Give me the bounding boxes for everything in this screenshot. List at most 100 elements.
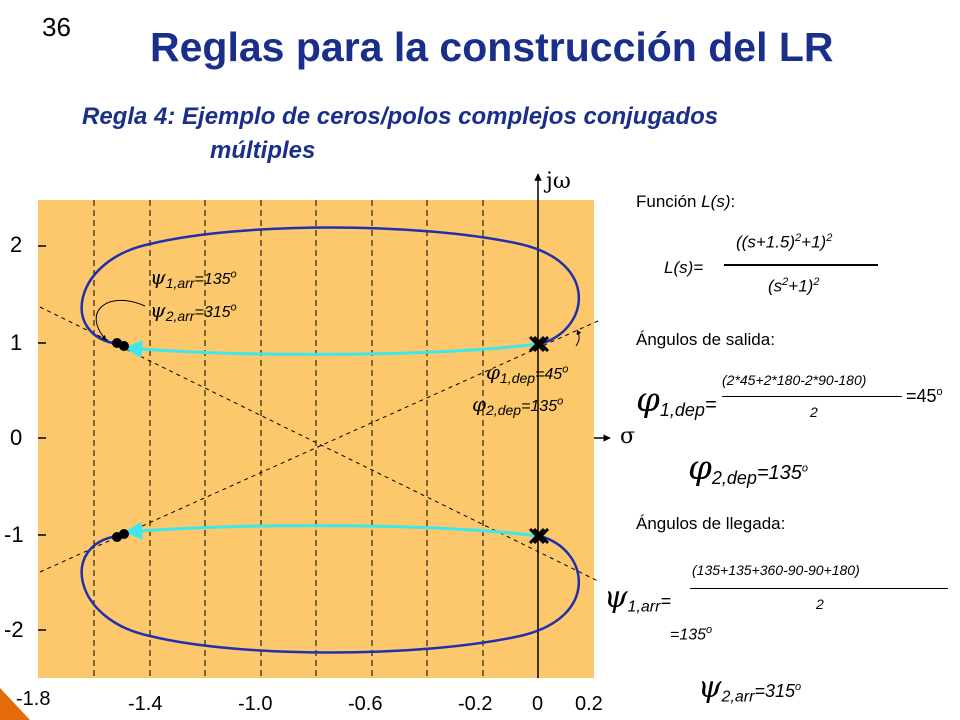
phi2-value: =135 bbox=[521, 398, 558, 415]
funcion-italic: L(s) bbox=[701, 192, 731, 211]
ls-fraction-line bbox=[724, 264, 878, 266]
funcion-colon: : bbox=[730, 192, 736, 211]
psi2-annotation: ψ2,arr=315o bbox=[150, 298, 237, 324]
y-tick-marks bbox=[38, 245, 46, 631]
sigma-axis-label: σ bbox=[620, 424, 636, 449]
psi2-subscript: 2,arr bbox=[165, 308, 195, 325]
x-tick-label: -1.4 bbox=[128, 693, 163, 715]
pole-markers-lower bbox=[528, 527, 550, 545]
psi1-annotation: ψ1,arr=135o bbox=[150, 265, 237, 291]
jw-text: jω bbox=[546, 169, 571, 194]
phi1-annotation: φ1,dep=45o bbox=[486, 360, 568, 386]
psi1-result-value: =135 bbox=[670, 626, 707, 644]
ls-numerator: ((s+1.5)2+1)2 bbox=[736, 232, 832, 253]
psi-symbol: ψ bbox=[150, 265, 166, 289]
locus-branch-upper bbox=[80, 226, 581, 346]
phi1-fraction-line bbox=[722, 396, 902, 397]
phi1-equals: = bbox=[704, 394, 717, 416]
degree-mark: o bbox=[562, 363, 569, 376]
psi1-denominator: 2 bbox=[816, 596, 824, 612]
degree-mark: o bbox=[801, 462, 809, 475]
zero-markers-lower bbox=[112, 529, 129, 542]
phi1-result-value: =45 bbox=[906, 386, 937, 406]
psi1-fraction-line bbox=[690, 588, 948, 589]
y-tick-label: 0 bbox=[10, 425, 23, 450]
angle-guide-lines bbox=[39, 306, 601, 583]
slide-title: Reglas para la construcción del LR bbox=[150, 24, 834, 70]
ls-den-base: (s bbox=[768, 276, 783, 296]
funcion-text: Función bbox=[636, 192, 702, 211]
y-tick-label: 2 bbox=[10, 232, 23, 257]
psi1-equals: = bbox=[660, 591, 671, 611]
psi2-subscript: 2,arr bbox=[721, 688, 755, 706]
arrival-angle-arc bbox=[95, 299, 146, 341]
ls-num-exp2: 2 bbox=[826, 232, 833, 244]
phi1-dep-equation: φ1,dep= bbox=[636, 380, 717, 421]
psi-symbol: ψ bbox=[698, 670, 722, 705]
psi1-subscript: 1,arr bbox=[627, 598, 661, 616]
llegada-heading: Ángulos de llegada: bbox=[636, 514, 786, 533]
ls-den-mid: +1) bbox=[788, 276, 814, 296]
ls-label: L(s)= bbox=[664, 258, 704, 277]
y-tick-label: 1 bbox=[10, 330, 23, 355]
degree-mark: o bbox=[230, 268, 237, 281]
phi1-value: =45 bbox=[535, 366, 563, 383]
phi-symbol: φ bbox=[636, 380, 660, 420]
degree-mark: o bbox=[230, 301, 237, 314]
ls-num-mid: +1) bbox=[801, 232, 827, 252]
zero-markers-upper bbox=[112, 338, 129, 351]
ls-den-exp1: 2 bbox=[782, 276, 789, 288]
jw-axis-label: jω bbox=[546, 168, 571, 194]
y-tick-label: -2 bbox=[4, 617, 24, 642]
ls-denominator: (s2+1)2 bbox=[768, 276, 819, 297]
phi2-subscript: 2,dep bbox=[486, 402, 522, 419]
psi2-arr-equation: ψ2,arr=315o bbox=[698, 670, 801, 707]
x-tick-label: -0.6 bbox=[348, 693, 383, 715]
psi-symbol: ψ bbox=[150, 298, 166, 322]
plot-area bbox=[38, 200, 594, 678]
degree-mark: o bbox=[557, 395, 564, 408]
x-tick-label: 0.2 bbox=[575, 693, 603, 715]
funcion-label: Función L(s): bbox=[636, 192, 735, 212]
psi1-result: =135o bbox=[670, 624, 712, 644]
corner-decoration bbox=[0, 688, 30, 720]
salida-heading: Ángulos de salida: bbox=[636, 330, 775, 349]
locus-arrow-upper bbox=[124, 340, 539, 359]
root-locus-plot bbox=[38, 173, 611, 678]
psi1-arr-equation: ψ1,arr= bbox=[604, 580, 671, 617]
psi2-value: =315 bbox=[194, 304, 231, 321]
slide-number: 36 bbox=[42, 12, 71, 42]
x-tick-label: -1.0 bbox=[238, 693, 273, 715]
phi1-subscript: 1,dep bbox=[659, 400, 705, 420]
locus-arrow-lower bbox=[124, 521, 539, 540]
phi2-result-value: =135 bbox=[756, 462, 802, 484]
phi-symbol: φ bbox=[688, 448, 712, 488]
psi1-subscript: 1,arr bbox=[165, 275, 195, 292]
locus-branch-lower bbox=[80, 534, 581, 654]
phi-symbol: φ bbox=[486, 360, 501, 384]
degree-mark: o bbox=[794, 681, 802, 693]
phi2-annotation: φ2,dep=135o bbox=[472, 392, 563, 418]
x-tick-label: -0.2 bbox=[458, 693, 493, 715]
psi-symbol: ψ bbox=[604, 580, 628, 615]
degree-mark: o bbox=[706, 624, 713, 636]
phi1-result: =45o bbox=[906, 386, 943, 407]
phi1-subscript: 1,dep bbox=[500, 370, 536, 387]
departure-angle-arc bbox=[575, 329, 582, 347]
phi1-denominator: 2 bbox=[810, 404, 818, 420]
slide-subtitle: Regla 4: Ejemplo de ceros/polos complejo… bbox=[82, 100, 718, 168]
subtitle-line-2: múltiples bbox=[210, 137, 316, 164]
subtitle-line-1: Regla 4: Ejemplo de ceros/polos complejo… bbox=[82, 103, 719, 130]
y-tick-label: -1 bbox=[4, 522, 24, 547]
x-tick-label: 0 bbox=[532, 693, 544, 715]
degree-mark: o bbox=[936, 386, 943, 398]
psi1-numerator: (135+135+360-90-90+180) bbox=[692, 562, 860, 578]
ls-num-base: ((s+1.5) bbox=[736, 232, 796, 252]
psi2-result-value: =315 bbox=[754, 681, 795, 701]
phi-symbol: φ bbox=[472, 392, 487, 416]
phi2-dep-equation: φ2,dep=135o bbox=[688, 448, 808, 489]
psi1-value: =135 bbox=[194, 271, 231, 288]
ls-den-exp2: 2 bbox=[813, 276, 820, 288]
phi2-subscript: 2,dep bbox=[711, 468, 757, 488]
ls-num-exp1: 2 bbox=[795, 232, 802, 244]
